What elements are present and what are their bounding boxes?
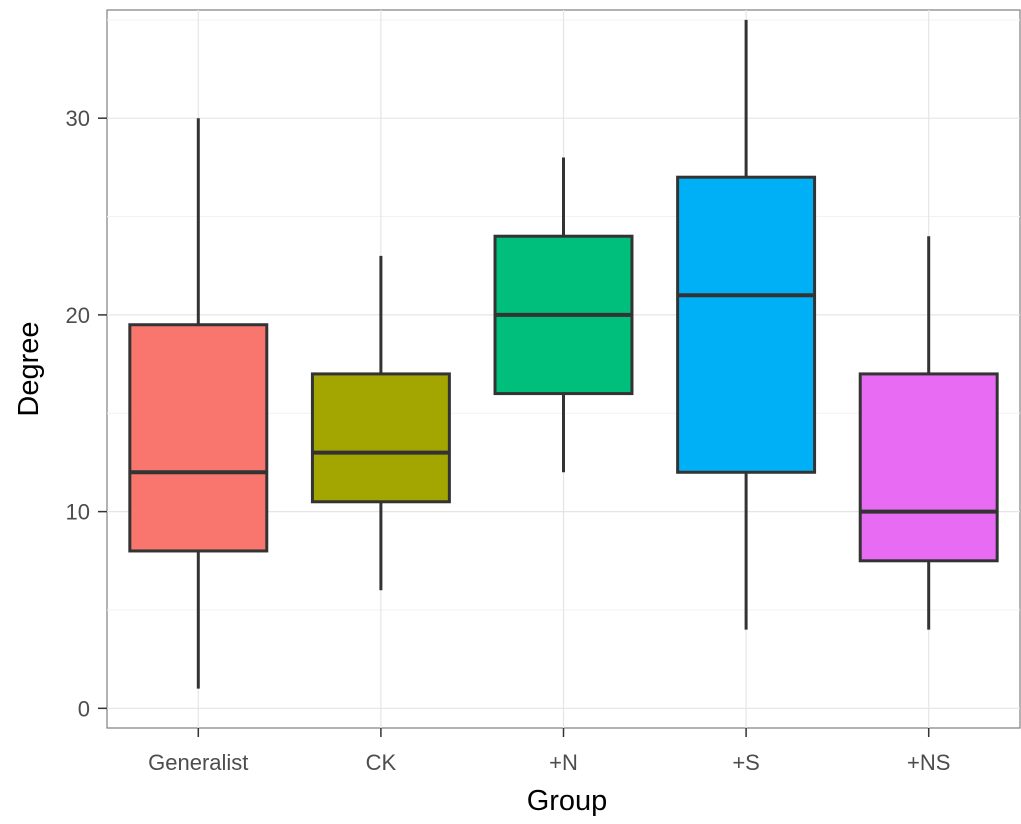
y-axis-title: Degree (13, 321, 45, 416)
x-tick-label: +N (549, 750, 578, 775)
x-axis: Generalist CK +N +S +NS (148, 728, 950, 775)
y-tick-label: 30 (66, 106, 90, 131)
y-tick-label: 20 (66, 303, 90, 328)
box-generalist (130, 325, 267, 551)
x-tick-label: +S (732, 750, 760, 775)
y-tick-label: 10 (66, 500, 90, 525)
box-ns (860, 374, 997, 561)
x-tick-label: CK (366, 750, 397, 775)
box-ck (312, 374, 449, 502)
y-axis: 0 10 20 30 (66, 106, 107, 721)
y-tick-label: 0 (78, 696, 90, 721)
box-s (678, 177, 815, 472)
x-axis-title: Group (527, 785, 608, 817)
x-tick-label: +NS (907, 750, 950, 775)
x-tick-label: Generalist (148, 750, 248, 775)
